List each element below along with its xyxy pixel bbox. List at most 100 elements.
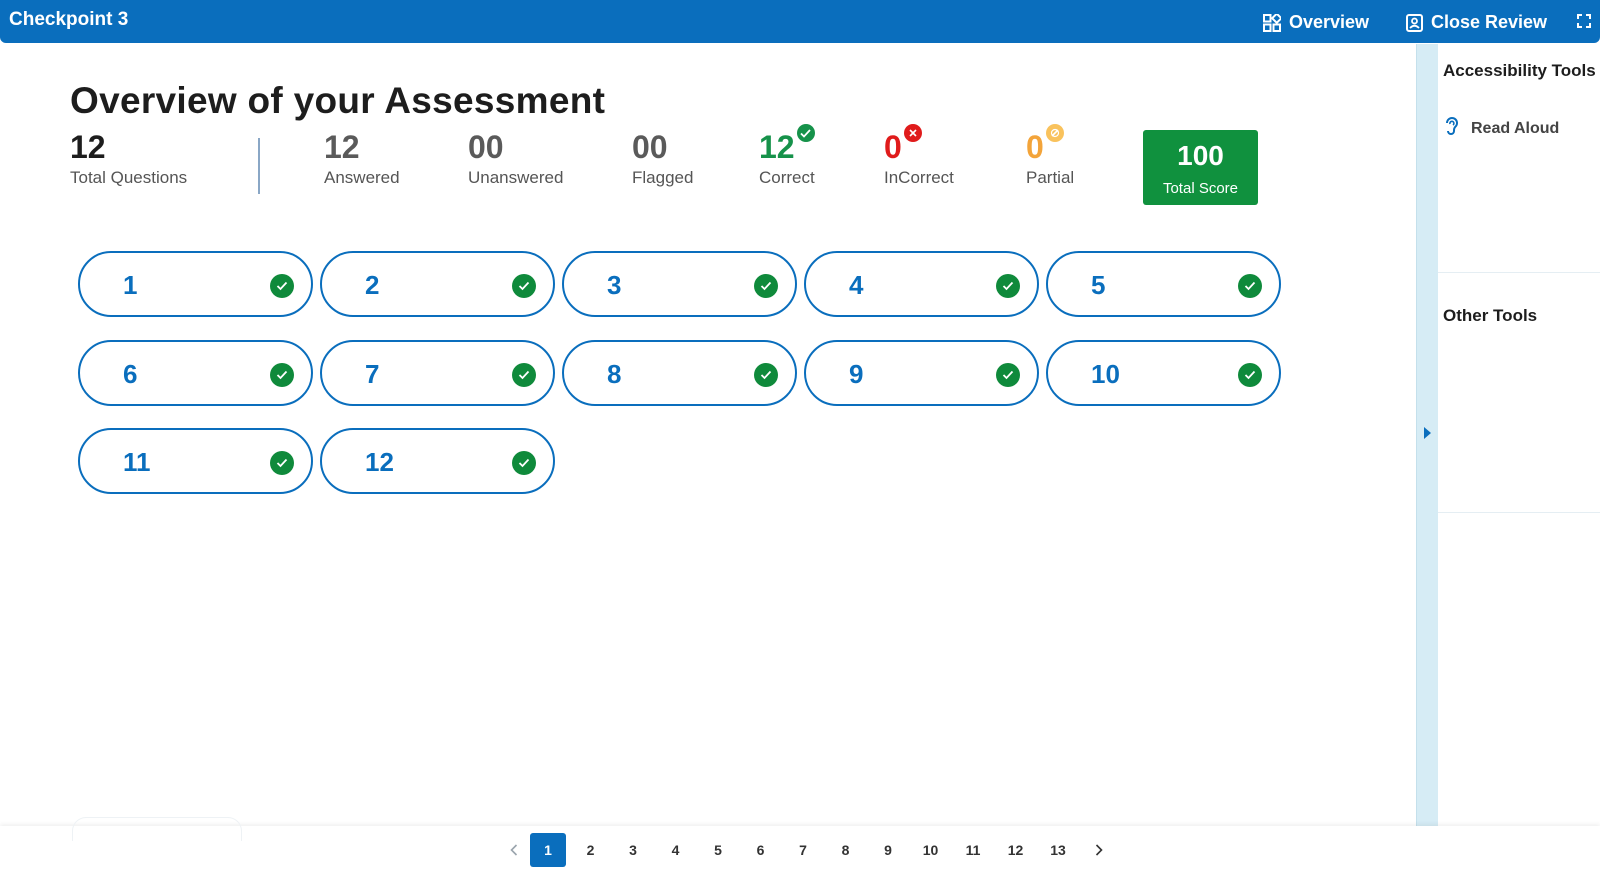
question-number: 12 <box>365 447 394 477</box>
close-review-button[interactable]: Close Review <box>1406 12 1547 33</box>
correct-check-icon <box>796 124 815 142</box>
question-button-1[interactable]: 1 <box>78 251 313 317</box>
correct-check-icon <box>270 274 294 298</box>
bottom-bar <box>0 826 1600 871</box>
correct-check-icon <box>996 274 1020 298</box>
page-title: Overview of your Assessment <box>70 80 606 121</box>
page-button-8[interactable]: 8 <box>841 842 850 858</box>
close-review-icon <box>1406 13 1423 32</box>
fullscreen-icon[interactable] <box>1577 14 1591 33</box>
stat-unanswered: 00 Unanswered <box>468 130 563 188</box>
stat-label: InCorrect <box>884 168 954 187</box>
page-button-3[interactable]: 3 <box>629 842 637 858</box>
stat-label: Partial <box>1026 168 1075 187</box>
stat-value: 0 <box>1026 129 1044 165</box>
page-button-13[interactable]: 13 <box>1050 842 1066 858</box>
correct-check-icon <box>512 451 536 475</box>
page-button-6[interactable]: 6 <box>756 842 765 858</box>
page-button-7[interactable]: 7 <box>799 842 807 858</box>
question-number: 10 <box>1091 358 1120 389</box>
total-score-box: 100 Total Score <box>1143 130 1258 205</box>
question-button-8[interactable]: 8 <box>562 339 797 406</box>
correct-check-icon <box>754 274 778 298</box>
correct-check-icon <box>1238 362 1262 387</box>
close-review-label: Close Review <box>1431 12 1548 32</box>
section-divider <box>1438 272 1600 273</box>
question-number: 6 <box>123 358 138 389</box>
stat-answered: 12 Answered <box>324 130 400 188</box>
stat-incorrect: 0 InCorrect <box>884 124 954 188</box>
question-button-7[interactable]: 7 <box>320 339 555 406</box>
next-page-icon[interactable] <box>1083 833 1115 867</box>
question-number: 1 <box>123 270 138 300</box>
question-number: 2 <box>365 270 380 300</box>
stat-value: 00 <box>632 129 668 165</box>
question-number: 9 <box>849 358 864 389</box>
overview-button[interactable]: Overview <box>1263 12 1369 33</box>
stat-label: Answered <box>324 168 400 187</box>
assessment-title: Checkpoint 3 <box>9 9 129 30</box>
stat-value: 12 <box>324 129 360 165</box>
stat-partial: 0 Partial <box>1026 124 1075 188</box>
page-button-9[interactable]: 9 <box>884 842 892 858</box>
page-button-2[interactable]: 2 <box>586 842 595 858</box>
other-tools-title: Other Tools <box>1443 306 1538 325</box>
expand-arrow-icon <box>1424 427 1431 439</box>
top-bar: Checkpoint 3 Overview Close Review <box>0 0 1600 43</box>
read-aloud-button[interactable]: Read Aloud <box>1443 116 1559 141</box>
overview-grid-icon <box>1263 13 1281 32</box>
stat-correct: 12 Correct <box>759 124 815 188</box>
stat-label: Flagged <box>632 168 694 187</box>
incorrect-x-icon <box>903 124 922 142</box>
partial-icon <box>1045 124 1064 142</box>
stat-label: Correct <box>759 168 815 187</box>
ear-icon <box>1443 116 1461 141</box>
stat-total-questions: 12 Total Questions <box>70 130 187 188</box>
question-number: 11 <box>123 447 151 477</box>
question-button-6[interactable]: 6 <box>78 339 313 406</box>
question-number: 5 <box>1091 270 1106 300</box>
correct-check-icon <box>270 451 294 475</box>
pagination: 1 2 3 4 5 6 7 8 9 10 11 12 13 <box>498 833 1115 867</box>
correct-check-icon <box>270 362 294 387</box>
stat-value: 0 <box>884 129 902 165</box>
question-button-3[interactable]: 3 <box>562 251 797 317</box>
page-button-5[interactable]: 5 <box>714 842 722 858</box>
stat-value: 12 <box>70 129 106 165</box>
question-button-9[interactable]: 9 <box>804 339 1039 406</box>
page-button-10[interactable]: 10 <box>922 842 939 858</box>
correct-check-icon <box>512 362 536 387</box>
stat-flagged: 00 Flagged <box>632 130 693 188</box>
correct-check-icon <box>754 362 778 387</box>
question-button-5[interactable]: 5 <box>1046 251 1281 317</box>
overview-label: Overview <box>1289 12 1370 32</box>
read-aloud-label: Read Aloud <box>1471 119 1560 137</box>
question-number: 3 <box>607 270 622 300</box>
correct-check-icon <box>1238 274 1262 298</box>
prev-page-icon[interactable] <box>498 833 530 867</box>
tools-side-panel: Accessibility Tools Read Aloud Other Too… <box>1438 44 1600 826</box>
stat-value: 00 <box>468 129 504 165</box>
accessibility-tools-title: Accessibility Tools <box>1443 61 1596 80</box>
question-number: 4 <box>849 270 864 300</box>
question-button-11[interactable]: 11 <box>78 428 313 494</box>
hidden-button-outline <box>72 817 242 841</box>
page-button-4[interactable]: 4 <box>671 842 680 858</box>
page-button-1[interactable]: 1 <box>530 833 566 867</box>
total-score-value: 100 <box>1177 140 1224 171</box>
correct-check-icon <box>996 362 1020 387</box>
stat-value: 12 <box>759 129 795 165</box>
question-button-12[interactable]: 12 <box>320 428 555 494</box>
question-button-10[interactable]: 10 <box>1046 339 1281 406</box>
question-number: 7 <box>365 358 380 389</box>
question-button-2[interactable]: 2 <box>320 251 555 317</box>
stat-label: Unanswered <box>468 168 564 187</box>
side-panel-toggle[interactable] <box>1416 44 1438 826</box>
section-divider <box>1438 512 1600 513</box>
stat-divider <box>258 138 260 194</box>
correct-check-icon <box>512 274 536 298</box>
stat-label: Total Questions <box>70 168 188 187</box>
question-button-4[interactable]: 4 <box>804 251 1039 317</box>
page-button-12[interactable]: 12 <box>1007 842 1024 858</box>
page-button-11[interactable]: 11 <box>965 842 981 858</box>
